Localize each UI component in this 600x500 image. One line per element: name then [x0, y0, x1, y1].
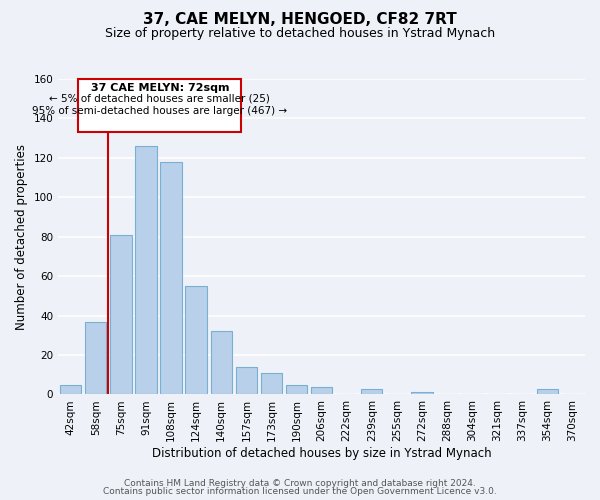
Text: Contains public sector information licensed under the Open Government Licence v3: Contains public sector information licen…	[103, 487, 497, 496]
Bar	[361, 388, 382, 394]
Bar	[411, 392, 433, 394]
Bar	[261, 373, 282, 394]
Text: 95% of semi-detached houses are larger (467) →: 95% of semi-detached houses are larger (…	[32, 106, 287, 116]
Bar	[110, 235, 131, 394]
FancyBboxPatch shape	[78, 79, 241, 132]
Text: Size of property relative to detached houses in Ystrad Mynach: Size of property relative to detached ho…	[105, 28, 495, 40]
Bar	[160, 162, 182, 394]
Text: Contains HM Land Registry data © Crown copyright and database right 2024.: Contains HM Land Registry data © Crown c…	[124, 478, 476, 488]
X-axis label: Distribution of detached houses by size in Ystrad Mynach: Distribution of detached houses by size …	[152, 447, 491, 460]
Text: 37 CAE MELYN: 72sqm: 37 CAE MELYN: 72sqm	[91, 83, 229, 93]
Bar	[185, 286, 207, 395]
Y-axis label: Number of detached properties: Number of detached properties	[15, 144, 28, 330]
Bar	[136, 146, 157, 394]
Bar	[286, 384, 307, 394]
Bar	[60, 384, 82, 394]
Bar	[211, 332, 232, 394]
Bar	[236, 367, 257, 394]
Bar	[537, 388, 558, 394]
Text: ← 5% of detached houses are smaller (25): ← 5% of detached houses are smaller (25)	[49, 94, 270, 104]
Bar	[85, 322, 106, 394]
Text: 37, CAE MELYN, HENGOED, CF82 7RT: 37, CAE MELYN, HENGOED, CF82 7RT	[143, 12, 457, 28]
Bar	[311, 386, 332, 394]
